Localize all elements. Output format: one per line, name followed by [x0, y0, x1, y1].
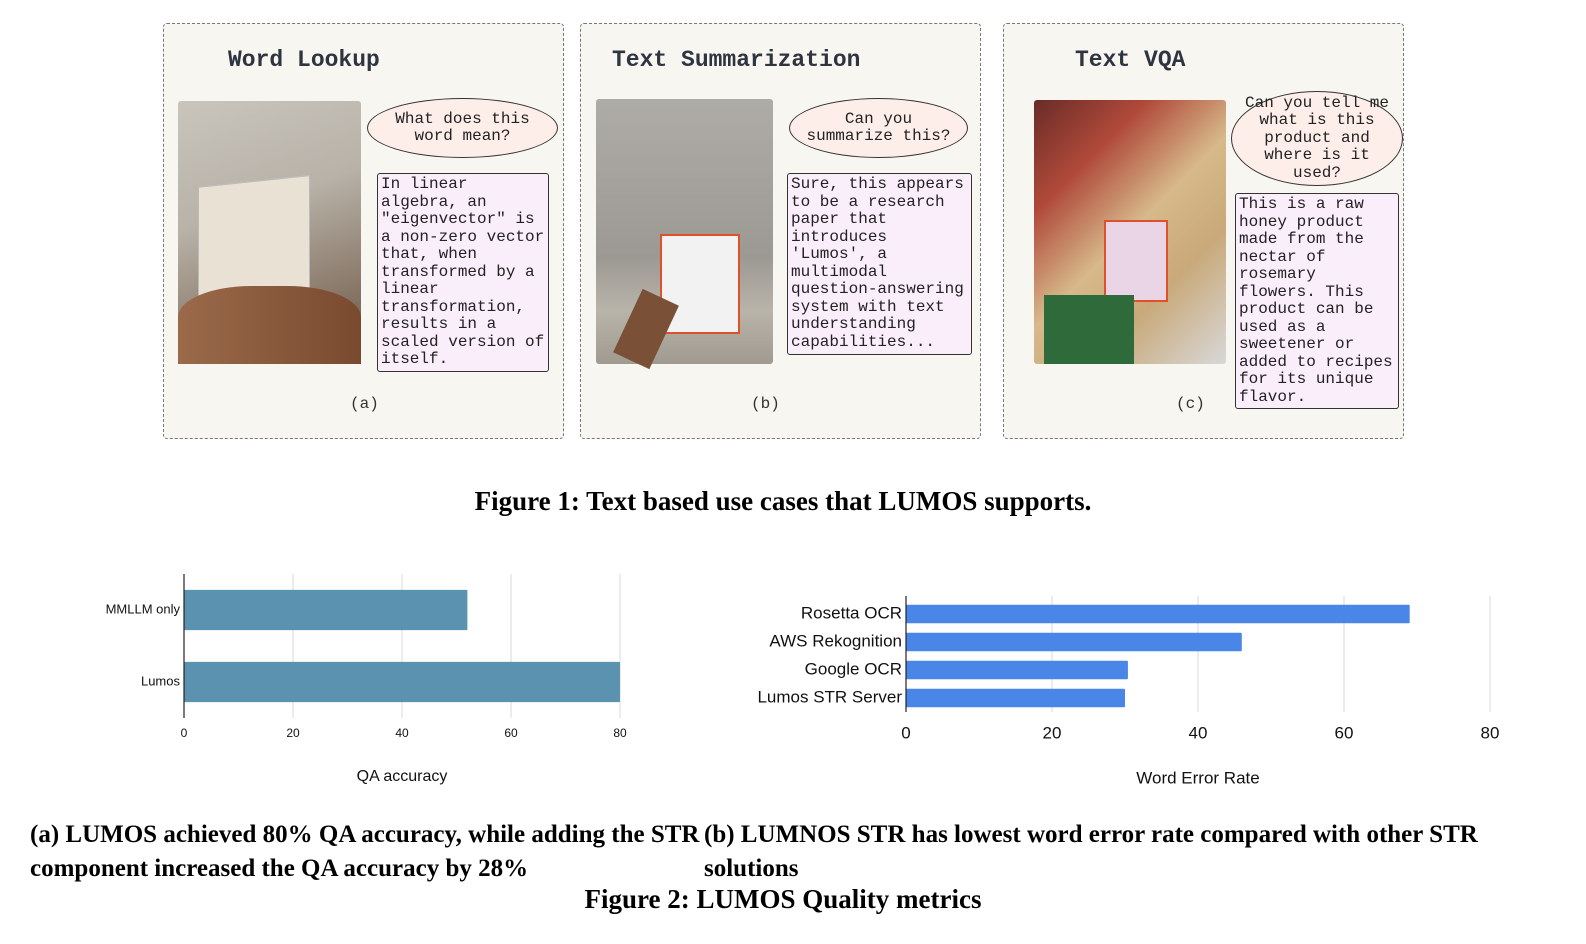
paper-sheet [660, 234, 740, 334]
category-label: AWS Rekognition [769, 631, 902, 650]
question-bubble: What does this word mean? [367, 98, 558, 158]
subfigure-caption: (b) LUMNOS STR has lowest word error rat… [704, 821, 1478, 882]
x-tick-label: 60 [504, 726, 518, 740]
photo [1034, 100, 1226, 364]
answer-box: This is a raw honey product made from th… [1235, 193, 1399, 409]
bar [906, 688, 1125, 708]
x-axis-label: QA accuracy [357, 768, 448, 785]
category-label: Lumos [141, 673, 181, 688]
answer-box: In linear algebra, an "eigenvector" is a… [377, 173, 549, 372]
x-tick-label: 40 [395, 726, 409, 740]
bar [184, 589, 468, 631]
panel-label: (b) [751, 395, 780, 413]
panel-title: Text Summarization [612, 47, 861, 73]
panel-label: (c) [1176, 395, 1205, 413]
category-label: Lumos STR Server [757, 687, 902, 706]
panel-label: (a) [350, 395, 379, 413]
photo [178, 101, 361, 364]
bar [184, 661, 620, 703]
subfigure-caption: (a) LUMOS achieved 80% QA accuracy, whil… [30, 821, 700, 882]
x-tick-label: 0 [901, 723, 910, 742]
photo [596, 99, 773, 370]
bar [906, 660, 1128, 680]
x-tick-label: 80 [613, 726, 627, 740]
x-tick-label: 20 [286, 726, 300, 740]
x-tick-label: 0 [181, 726, 188, 740]
x-axis-label: Word Error Rate [1136, 768, 1259, 787]
bar [906, 604, 1410, 624]
answer-box: Sure, this appears to be a research pape… [787, 173, 972, 355]
x-tick-label: 40 [1189, 723, 1208, 742]
category-label: MMLLM only [106, 601, 181, 616]
question-bubble: Can you tell me what is this product and… [1231, 91, 1403, 186]
category-label: Google OCR [805, 659, 902, 678]
sleeve [1044, 295, 1134, 364]
hand [178, 286, 361, 364]
panel-title: Text VQA [1075, 47, 1186, 73]
question-bubble: Can you summarize this? [789, 98, 968, 158]
x-tick-label: 80 [1481, 723, 1500, 742]
figure-caption: Figure 1: Text based use cases that LUMO… [474, 486, 1092, 516]
panel-title: Word Lookup [228, 47, 380, 73]
category-label: Rosetta OCR [801, 603, 902, 622]
figure-caption: Figure 2: LUMOS Quality metrics [584, 884, 982, 914]
product-jar [1104, 220, 1168, 302]
bar [906, 632, 1242, 652]
x-tick-label: 20 [1043, 723, 1062, 742]
x-tick-label: 60 [1335, 723, 1354, 742]
